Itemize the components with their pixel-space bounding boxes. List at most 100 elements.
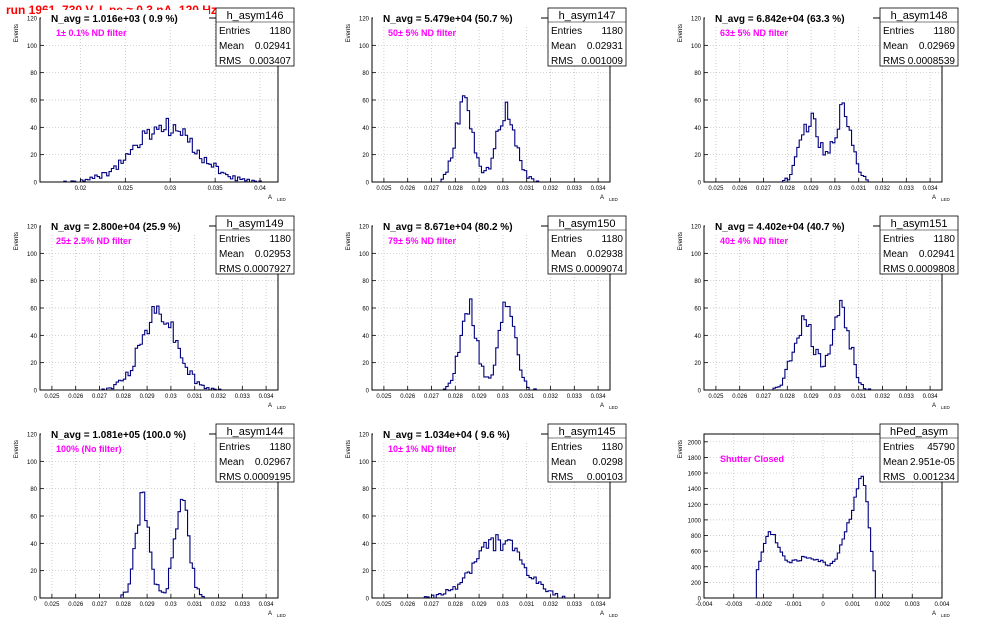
- y-tick-label: 120: [27, 433, 38, 439]
- histogram-curve-h_asym146: [40, 117, 278, 183]
- x-tick-label: 0.031: [519, 602, 535, 608]
- y-axis-label: Events: [678, 232, 684, 250]
- x-tick-label: -0.003: [725, 602, 743, 608]
- y-tick-label: 80: [30, 279, 37, 285]
- filter-annotation: 1± 0.1% ND filter: [56, 28, 127, 38]
- stats-label: Mean: [883, 457, 908, 468]
- histogram-panel-h_asym151: 0 20 40 60 80 100 120 0.025 0.026 0.027 0.028 0.029…: [678, 215, 959, 410]
- panel-title: N_avg = 6.842e+04 (63.3 %): [715, 14, 845, 25]
- x-tick-label: 0.025: [708, 394, 724, 400]
- x-axis-label-sub: LED: [609, 197, 619, 202]
- x-tick-label: 0.026: [400, 186, 416, 192]
- y-axis-label: Events: [346, 440, 352, 458]
- x-tick-label: 0.027: [424, 602, 440, 608]
- y-tick-label: 80: [694, 71, 701, 77]
- y-tick-label: 100: [691, 44, 702, 50]
- panel-title: N_avg = 8.671e+04 (80.2 %): [383, 222, 513, 233]
- y-tick-label: 100: [27, 44, 38, 50]
- stats-title: h_asym148: [891, 10, 948, 22]
- title-box-bg: [373, 10, 541, 26]
- stats-box: [879, 215, 959, 275]
- stats-value: 0.02941: [255, 41, 292, 52]
- x-axis-label-sub: LED: [277, 405, 287, 410]
- x-tick-label: 0.031: [851, 394, 867, 400]
- stats-value: 0.0009074: [576, 264, 624, 275]
- histogram-panel-h_asym146: 0 20 40 60 80 100 120 0.02 0.025 0.03 0.035 0.04 Eve…: [14, 7, 295, 202]
- stats-title: h_asym145: [559, 426, 616, 438]
- stats-box: [215, 215, 295, 275]
- y-tick-label: 20: [30, 153, 37, 159]
- x-tick-label: 0.03: [497, 602, 509, 608]
- y-axis-label: Events: [14, 440, 20, 458]
- y-tick-label: 20: [30, 569, 37, 575]
- x-tick-label: 0.03: [164, 186, 176, 192]
- x-axis-label: A: [600, 403, 604, 409]
- x-tick-label: -0.001: [785, 602, 803, 608]
- stats-value: 0.02969: [919, 41, 956, 52]
- x-tick-label: 0.003: [905, 602, 921, 608]
- histogram-panel-h_asym148: 0 20 40 60 80 100 120 0.025 0.026 0.027 0.028 0.029…: [678, 7, 959, 202]
- x-tick-label: 0.033: [567, 602, 583, 608]
- stats-label: Entries: [551, 442, 582, 453]
- x-axis-label: A: [932, 611, 936, 617]
- y-tick-label: 20: [694, 361, 701, 367]
- x-tick-label: 0.032: [211, 394, 227, 400]
- title-box-bg: [373, 426, 541, 442]
- stats-label: RMS: [551, 264, 574, 275]
- x-axis-label: A: [268, 403, 272, 409]
- y-tick-label: 400: [691, 565, 702, 571]
- x-tick-label: 0.031: [519, 394, 535, 400]
- y-tick-label: 40: [30, 126, 37, 132]
- title-box-bg: [705, 218, 873, 234]
- stats-value: 1180: [269, 234, 291, 245]
- y-tick-label: 2000: [688, 440, 702, 446]
- stats-label: Mean: [551, 249, 576, 260]
- x-axis-label-sub: LED: [941, 613, 951, 618]
- x-tick-label: 0.026: [732, 394, 748, 400]
- stats-label: Entries: [551, 234, 582, 245]
- x-axis-label-sub: LED: [609, 405, 619, 410]
- y-tick-label: 80: [362, 487, 369, 493]
- stats-label: Mean: [883, 41, 908, 52]
- stats-label: RMS: [219, 472, 242, 483]
- stats-value: 1180: [269, 442, 291, 453]
- x-tick-label: 0.025: [376, 394, 392, 400]
- y-axis-label: Events: [346, 24, 352, 42]
- x-tick-label: 0.029: [140, 602, 156, 608]
- stats-label: Mean: [219, 41, 244, 52]
- y-axis-label: Events: [14, 232, 20, 250]
- y-tick-label: 100: [27, 460, 38, 466]
- stats-value: 0.0009195: [244, 472, 292, 483]
- x-tick-label: 0.031: [187, 602, 203, 608]
- x-tick-label: 0.03: [165, 602, 177, 608]
- stats-value: 2.951e-05: [910, 457, 955, 468]
- histogram-panel-h_asym150: 0 20 40 60 80 100 120 0.025 0.026 0.027 0.028 0.029…: [346, 215, 627, 410]
- y-axis-label: Events: [346, 232, 352, 250]
- x-tick-label: 0.031: [851, 186, 867, 192]
- x-tick-label: 0.028: [116, 394, 132, 400]
- x-axis-label-sub: LED: [277, 613, 287, 618]
- panel-title: N_avg = 5.479e+04 (50.7 %): [383, 14, 513, 25]
- y-axis-label: Events: [14, 24, 20, 42]
- title-box-bg: [41, 218, 209, 234]
- y-axis-label: Events: [678, 24, 684, 42]
- x-tick-label: 0.026: [68, 394, 84, 400]
- stats-value: 0.001009: [581, 56, 623, 67]
- x-tick-label: 0.033: [899, 394, 915, 400]
- x-tick-label: 0.025: [376, 186, 392, 192]
- x-tick-label: 0.034: [923, 394, 939, 400]
- stats-label: RMS: [551, 472, 574, 483]
- y-tick-label: 0: [698, 181, 702, 187]
- x-tick-label: 0.04: [254, 186, 266, 192]
- x-axis-label: A: [600, 611, 604, 617]
- x-tick-label: 0.033: [235, 394, 251, 400]
- y-tick-label: 20: [362, 569, 369, 575]
- stats-box: [547, 7, 627, 67]
- x-tick-label: 0.034: [259, 602, 275, 608]
- filter-annotation: 100% (No filter): [56, 444, 122, 454]
- x-axis-label-sub: LED: [941, 405, 951, 410]
- stats-title: hPed_asym: [890, 426, 948, 438]
- stats-value: 0.02938: [587, 249, 624, 260]
- panel-title: N_avg = 4.402e+04 (40.7 %): [715, 222, 845, 233]
- y-tick-label: 60: [362, 515, 369, 521]
